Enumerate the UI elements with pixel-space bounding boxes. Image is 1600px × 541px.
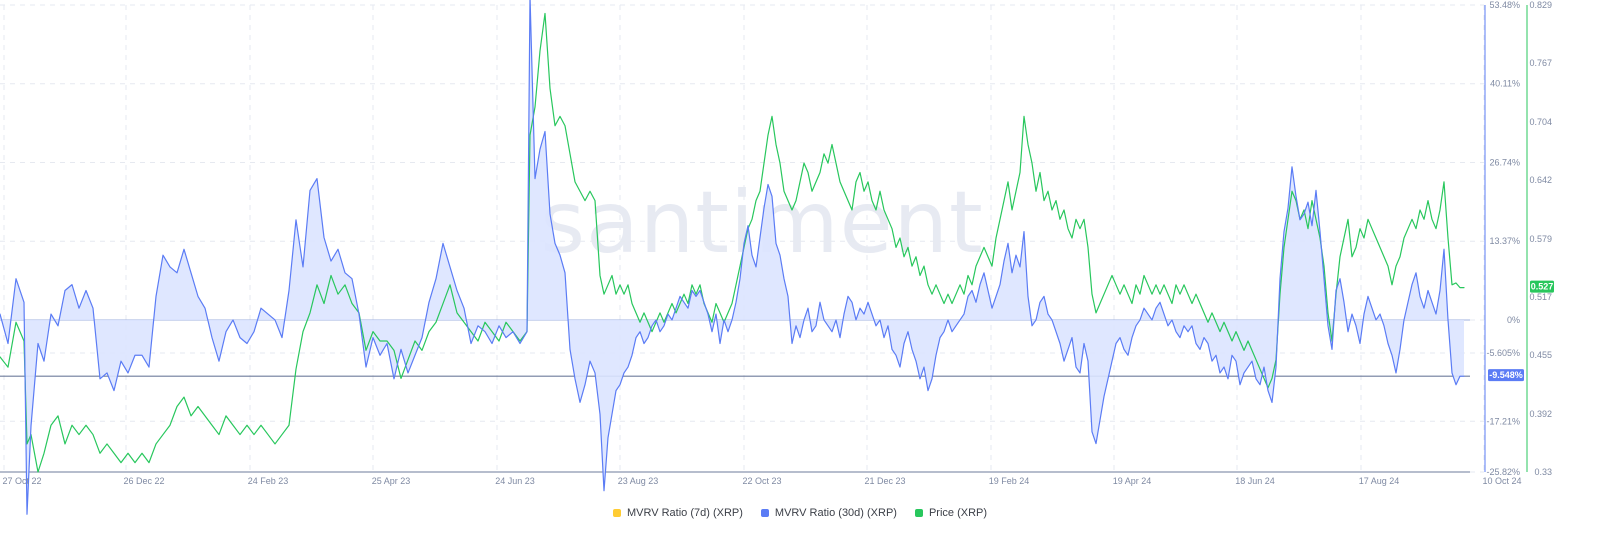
x-tick-label: 19 Apr 24: [1113, 476, 1152, 486]
legend-label-mvrv-30d: MVRV Ratio (30d) (XRP): [774, 507, 897, 519]
latest-price-label: 0.527: [1531, 282, 1554, 292]
right-y-tick-label: 0.392: [1529, 409, 1552, 419]
left-y-tick-label: 13.37%: [1489, 236, 1520, 246]
x-tick-label: 18 Jun 24: [1235, 476, 1275, 486]
x-tick-label: 26 Dec 22: [123, 476, 164, 486]
legend-item-price[interactable]: Price (XRP): [914, 506, 988, 520]
right-y-tick-label: 0.455: [1529, 350, 1552, 360]
x-tick-label: 24 Jun 23: [495, 476, 535, 486]
legend-label-price: Price (XRP): [928, 507, 988, 519]
left-y-tick-label: -17.21%: [1486, 416, 1520, 426]
x-tick-label: 27 Oct 22: [2, 476, 41, 486]
right-y-tick-label: 0.829: [1529, 0, 1552, 10]
right-y-tick-label: 0.33: [1534, 467, 1552, 477]
right-y-tick-label: 0.579: [1529, 234, 1552, 244]
latest-mvrv-badge: [1488, 369, 1524, 382]
x-tick-label: 25 Apr 23: [372, 476, 411, 486]
x-tick-label: 10 Oct 24: [1482, 476, 1521, 486]
legend-item-mvrv-30d[interactable]: MVRV Ratio (30d) (XRP): [760, 506, 897, 520]
left-y-tick-label: 53.48%: [1489, 0, 1520, 10]
legend-swatch-mvrv-30d: [760, 509, 769, 517]
legend-label-mvrv-7d: MVRV Ratio (7d) (XRP): [626, 507, 743, 519]
right-y-tick-label: 0.767: [1529, 58, 1552, 68]
right-y-tick-label: 0.642: [1529, 175, 1552, 185]
legend-swatch-price: [914, 509, 923, 517]
right-y-tick-label: 0.704: [1529, 117, 1552, 127]
price-line[interactable]: [0, 12, 1465, 473]
mvrv-area-layer: [0, 0, 1464, 515]
left-y-tick-label: -5.605%: [1486, 348, 1520, 358]
legend-item-mvrv-7d[interactable]: MVRV Ratio (7d) (XRP): [612, 506, 743, 520]
legend-swatch-mvrv-7d: [612, 509, 621, 517]
x-tick-label: 22 Oct 23: [742, 476, 781, 486]
x-tick-label: 24 Feb 23: [248, 476, 289, 486]
mvrv-30d-line[interactable]: [0, 0, 1465, 515]
left-y-tick-label: 40.11%: [1490, 79, 1520, 89]
series-lines-layer: [0, 0, 1465, 515]
left-y-tick-label: -25.82%: [1486, 467, 1520, 477]
value-labels-layer: 0.527 -9.548%: [1488, 280, 1554, 382]
left-y-tick-label: 0%: [1507, 315, 1520, 325]
left-y-tick-label: 26.74%: [1489, 157, 1520, 167]
x-tick-label: 21 Dec 23: [864, 476, 905, 486]
legend: MVRV Ratio (7d) (XRP) MVRV Ratio (30d) (…: [0, 506, 1600, 520]
latest-price-badge: [1530, 280, 1554, 293]
axis-layer: 27 Oct 22 26 Dec 22 24 Feb 23 25 Apr 23 24 J…: [2, 0, 1552, 486]
right-y-tick-label: 0.517: [1529, 292, 1552, 302]
x-tick-label: 19 Feb 24: [989, 476, 1030, 486]
latest-mvrv-label: -9.548%: [1489, 370, 1523, 380]
x-tick-label: 17 Aug 24: [1359, 476, 1400, 486]
x-tick-label: 23 Aug 23: [618, 476, 659, 486]
mvrv-30d-area: [0, 0, 1464, 515]
